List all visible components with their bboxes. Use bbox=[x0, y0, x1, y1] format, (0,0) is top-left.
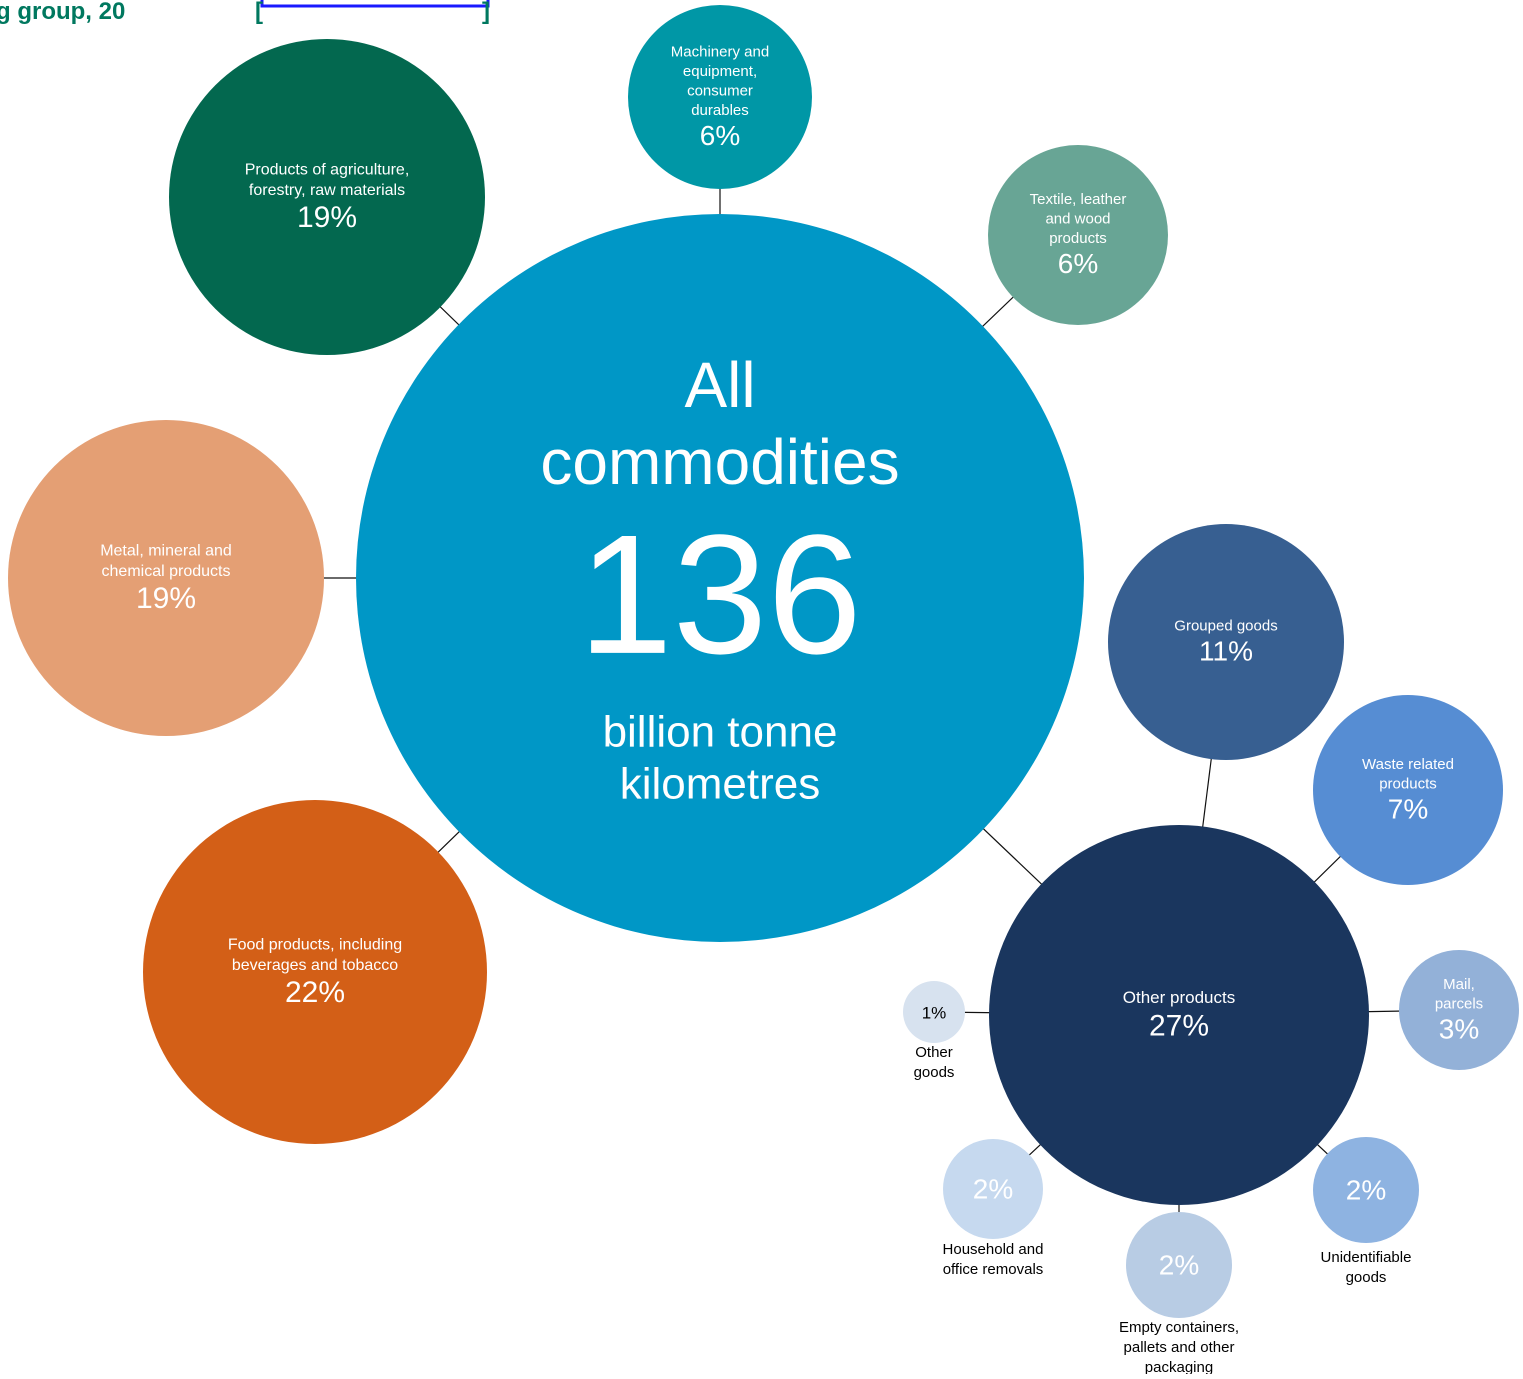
bubble-label: durables bbox=[691, 102, 749, 119]
center-unit: kilometres bbox=[620, 760, 821, 809]
bubble-label: goods bbox=[1346, 1269, 1387, 1286]
bubble-value: 6% bbox=[1058, 248, 1098, 279]
bubble-value: 19% bbox=[136, 582, 196, 615]
bracket: [ bbox=[255, 0, 263, 25]
bracket: ] bbox=[482, 0, 490, 25]
bubble-label: Metal, mineral and bbox=[100, 542, 232, 559]
bubble bbox=[169, 39, 485, 355]
bubble-label: Grouped goods bbox=[1174, 618, 1277, 635]
bubble-label: Food products, including bbox=[228, 936, 402, 953]
bubble-label: parcels bbox=[1435, 995, 1483, 1012]
bubble-value: 19% bbox=[297, 201, 357, 234]
bubble bbox=[943, 1139, 1043, 1239]
bubble-label: office removals bbox=[943, 1261, 1044, 1278]
bubble-value: 1% bbox=[922, 1003, 947, 1022]
center-title: commodities bbox=[540, 426, 899, 498]
bubble-label: Products of agriculture, bbox=[245, 161, 410, 178]
bubble bbox=[1313, 1137, 1419, 1243]
bubble-label: chemical products bbox=[102, 563, 231, 580]
bubble bbox=[989, 825, 1369, 1205]
bubble-label: Machinery and bbox=[671, 43, 769, 60]
bubble-value: 7% bbox=[1388, 793, 1428, 824]
bubble-value: 11% bbox=[1199, 636, 1253, 667]
bubble-label: Household and bbox=[943, 1241, 1044, 1258]
bubble-label: beverages and tobacco bbox=[232, 957, 398, 974]
bubble-label: goods bbox=[914, 1064, 955, 1081]
bubble-value: 2% bbox=[1159, 1249, 1199, 1280]
bubble-label: consumer bbox=[687, 82, 753, 99]
center-unit: billion tonne bbox=[603, 708, 838, 757]
center-value: 136 bbox=[578, 500, 862, 690]
bubble bbox=[8, 420, 324, 736]
bubble-label: equipment, bbox=[683, 63, 757, 80]
bubble-label: Other products bbox=[1123, 988, 1235, 1007]
bubble-label: Empty containers, bbox=[1119, 1319, 1239, 1336]
bubble-label: forestry, raw materials bbox=[249, 182, 405, 199]
bubble-value: 6% bbox=[700, 120, 740, 151]
bubble-label: packaging bbox=[1145, 1359, 1213, 1374]
bubble-label: Waste related bbox=[1362, 756, 1454, 773]
bubble-label: and wood bbox=[1045, 211, 1110, 228]
bubble-value: 2% bbox=[973, 1173, 1013, 1204]
bubble-label: Unidentifiable bbox=[1321, 1249, 1412, 1266]
bubble bbox=[1399, 950, 1519, 1070]
bubble-value: 3% bbox=[1439, 1013, 1479, 1044]
bubble-label: products bbox=[1049, 230, 1107, 247]
bubble-value: 27% bbox=[1149, 1009, 1209, 1042]
bubble-label: products bbox=[1379, 775, 1437, 792]
bubble-label: Mail, bbox=[1443, 976, 1475, 993]
center-title: All bbox=[684, 349, 755, 421]
bubble bbox=[1108, 524, 1344, 760]
bubble bbox=[143, 800, 487, 1144]
bubble bbox=[1313, 695, 1503, 885]
header-title: g group, 20 bbox=[0, 0, 125, 25]
bubble bbox=[988, 145, 1168, 325]
bubble-value: 2% bbox=[1346, 1174, 1386, 1205]
center-bubble bbox=[356, 214, 1084, 942]
bubble bbox=[903, 981, 965, 1043]
header-link[interactable] bbox=[260, 0, 490, 8]
bubble bbox=[1126, 1212, 1232, 1318]
bubble-label: Other bbox=[915, 1044, 953, 1061]
bubble-label: Textile, leather bbox=[1030, 191, 1127, 208]
bubble-label: pallets and other bbox=[1124, 1339, 1235, 1356]
bubble bbox=[628, 5, 812, 189]
bubble-value: 22% bbox=[285, 976, 345, 1009]
